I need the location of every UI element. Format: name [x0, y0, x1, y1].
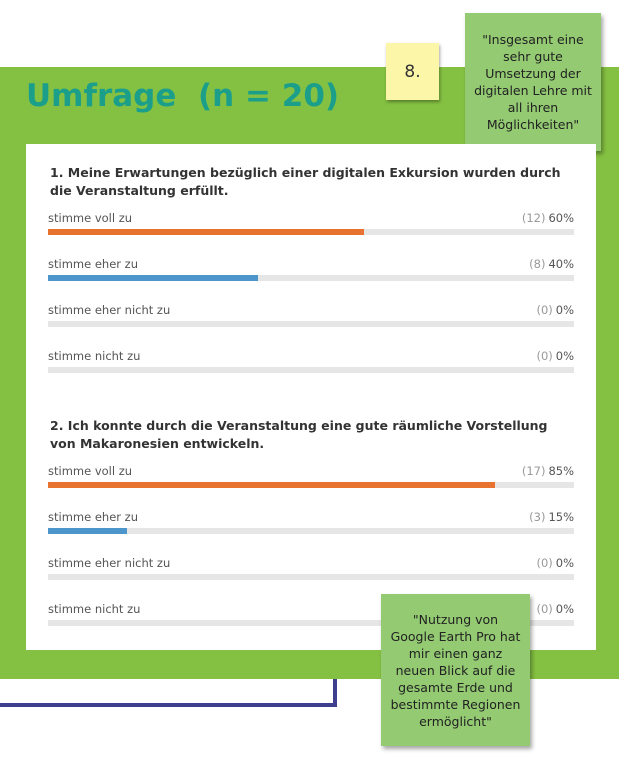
- bar-row: stimme voll zu (12) 60%: [48, 211, 574, 235]
- bar-row: stimme voll zu (17) 85%: [48, 464, 574, 488]
- bar-value-label: (8) 40%: [529, 257, 574, 271]
- bar-count-label: (8): [529, 257, 546, 271]
- bar-count-label: (0): [536, 602, 553, 616]
- bar-track: [48, 528, 574, 534]
- bar-count-label: (0): [536, 556, 553, 570]
- bar-category-label: stimme voll zu: [48, 464, 133, 478]
- bar-track: [48, 574, 574, 580]
- bar-row: stimme eher zu (8) 40%: [48, 257, 574, 281]
- bar-count-label: (3): [529, 510, 546, 524]
- bar-value-label: (12) 60%: [522, 211, 574, 225]
- question-2-title: 2. Ich konnte durch die Veranstaltung ei…: [50, 418, 548, 451]
- bar-category-label: stimme eher nicht zu: [48, 303, 171, 317]
- bar-track: [48, 321, 574, 327]
- page-number: 8.: [404, 61, 421, 82]
- bar-percent-label: 0%: [555, 556, 574, 570]
- bar-percent-label: 0%: [555, 602, 574, 616]
- bar-row: stimme nicht zu (0) 0%: [48, 349, 574, 373]
- bar: [48, 275, 258, 281]
- bar-percent-label: 15%: [548, 510, 574, 524]
- bar-percent-label: 0%: [555, 349, 574, 363]
- bar-count-label: (0): [536, 349, 553, 363]
- bar-percent-label: 0%: [555, 303, 574, 317]
- bar-count-label: (17): [521, 464, 546, 478]
- bar-row: stimme eher zu (3) 15%: [48, 510, 574, 534]
- bar-value-label: (17) 85%: [522, 464, 574, 478]
- question-1-title: 1. Meine Erwartungen bezüglich einer dig…: [50, 165, 561, 198]
- bar-category-label: stimme nicht zu: [48, 602, 141, 616]
- page-number-note: 8.: [386, 43, 439, 100]
- decorative-line-horizontal: [0, 703, 337, 707]
- quote-text-bottom: "Nutzung von Google Earth Pro hat mir ei…: [390, 611, 521, 729]
- bar-category-label: stimme eher nicht zu: [48, 556, 171, 570]
- bar-value-label: (0) 0%: [536, 303, 574, 317]
- bar-percent-label: 60%: [548, 211, 574, 225]
- bar-row: stimme eher nicht zu (0) 0%: [48, 556, 574, 580]
- bar-category-label: stimme eher zu: [48, 510, 138, 524]
- bar-count-label: (12): [521, 211, 546, 225]
- page-title: Umfrage (n = 20): [26, 78, 340, 114]
- bar-value-label: (0) 0%: [536, 602, 574, 616]
- bar: [48, 528, 127, 534]
- bar-category-label: stimme eher zu: [48, 257, 138, 271]
- bar-track: [48, 482, 574, 488]
- bar-value-label: (3) 15%: [529, 510, 574, 524]
- bar-value-label: (0) 0%: [536, 556, 574, 570]
- bar-category-label: stimme nicht zu: [48, 349, 141, 363]
- bar-percent-label: 85%: [548, 464, 574, 478]
- bar-row: stimme nicht zu (0) 0%: [48, 602, 574, 626]
- bar-percent-label: 40%: [548, 257, 574, 271]
- quote-note-top: "Insgesamt eine sehr gute Umsetzung der …: [465, 13, 601, 151]
- bar-track: [48, 620, 574, 626]
- bar-count-label: (0): [536, 303, 553, 317]
- bar-track: [48, 367, 574, 373]
- quote-note-bottom: "Nutzung von Google Earth Pro hat mir ei…: [381, 594, 530, 746]
- bar-row: stimme eher nicht zu (0) 0%: [48, 303, 574, 327]
- bar-category-label: stimme voll zu: [48, 211, 133, 225]
- quote-text-top: "Insgesamt eine sehr gute Umsetzung der …: [474, 32, 592, 132]
- decorative-line-vertical: [333, 679, 337, 707]
- bar: [48, 482, 495, 488]
- bar-track: [48, 275, 574, 281]
- survey-card: 1. Meine Erwartungen bezüglich einer dig…: [26, 144, 596, 650]
- bar: [48, 229, 364, 235]
- bar-track: [48, 229, 574, 235]
- bar-value-label: (0) 0%: [536, 349, 574, 363]
